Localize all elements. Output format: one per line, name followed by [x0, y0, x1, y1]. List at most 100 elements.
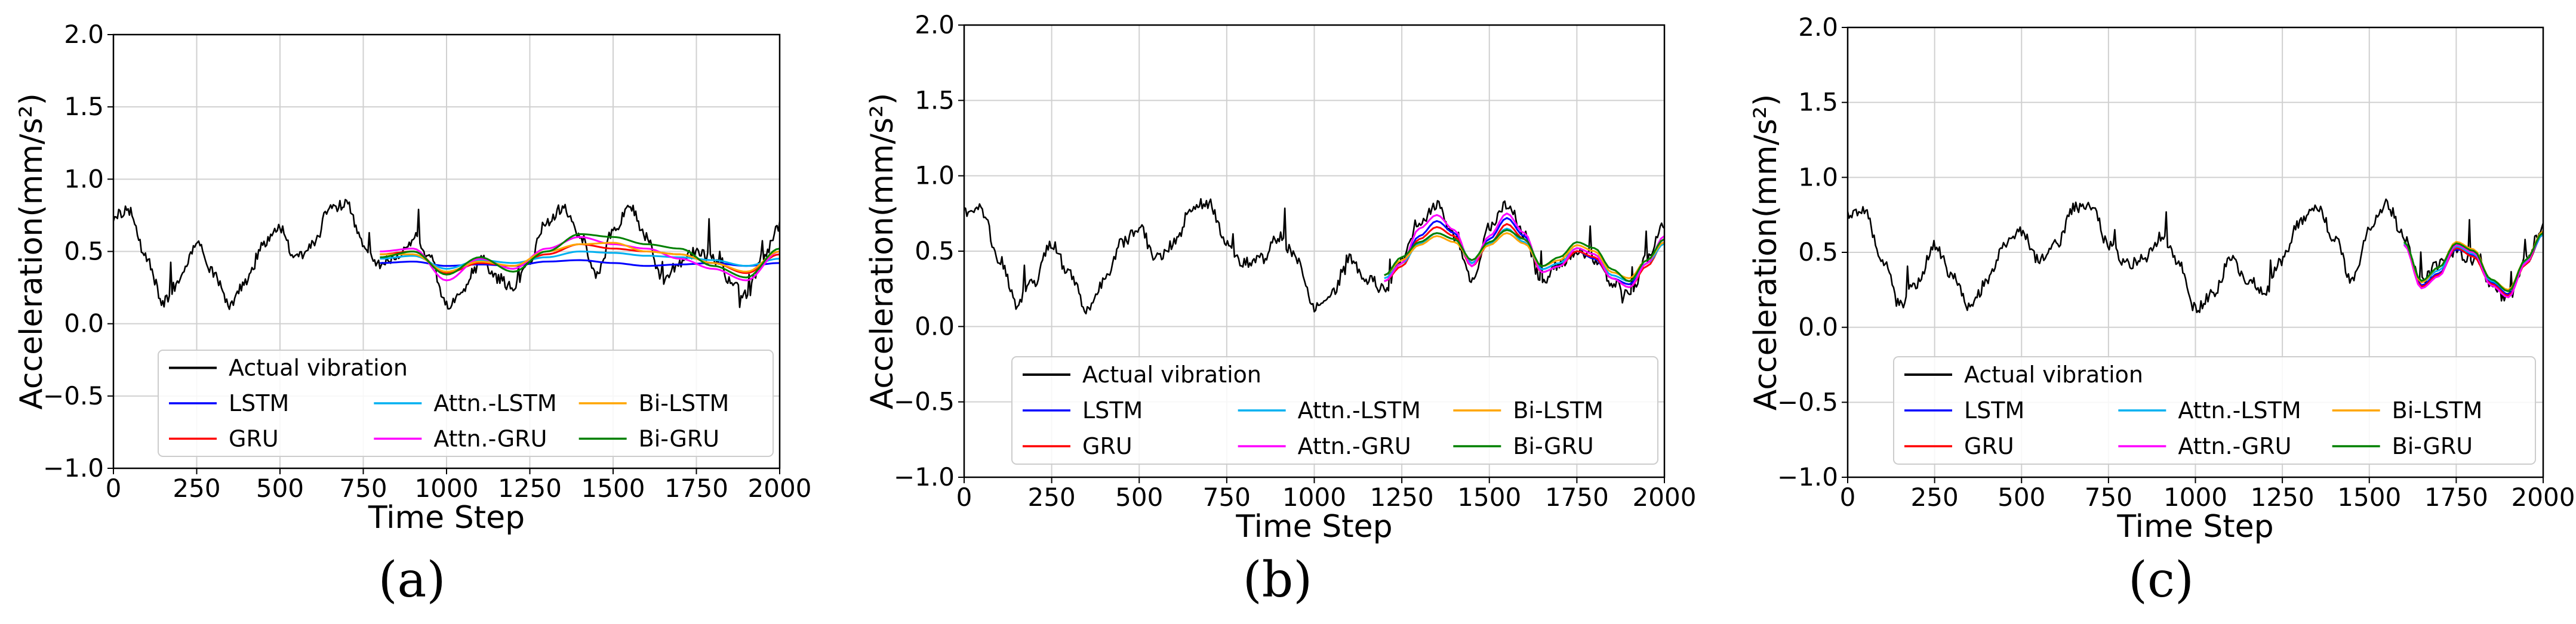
plot-area [1848, 198, 2543, 314]
x-tick-label: 0 [956, 483, 972, 512]
x-tick-label: 750 [339, 474, 387, 503]
x-tick-label: 1500 [581, 474, 645, 503]
legend-label-attn-gru: Attn.-GRU [2178, 433, 2291, 459]
y-tick-label: 1.5 [915, 85, 955, 115]
legend-label-attn-gru: Attn.-GRU [433, 425, 547, 452]
x-tick-label: 1250 [2251, 483, 2315, 512]
legend-label-gru: GRU [1964, 433, 2014, 459]
x-tick-label: 1000 [1282, 483, 1346, 512]
legend-label-lstm: LSTM [229, 390, 289, 416]
y-tick-label: 1.0 [64, 164, 104, 193]
panel-label: (c) [2128, 552, 2194, 608]
x-tick-label: 500 [1998, 483, 2045, 512]
x-tick-label: 1750 [664, 474, 728, 503]
legend-box [1011, 356, 1658, 465]
x-tick-label: 2000 [748, 474, 812, 503]
legend-label-actual-vibration: Actual vibration [1964, 362, 2143, 388]
y-tick-label: −0.5 [43, 381, 104, 410]
legend-label-bi-gru: Bi-GRU [639, 425, 719, 452]
series-line-bi-lstm [380, 242, 780, 273]
x-tick-label: 1000 [2163, 483, 2227, 512]
y-axis-label: Acceleration(mm/s²) [864, 93, 900, 409]
legend-label-bi-gru: Bi-GRU [2392, 433, 2473, 459]
y-axis-label: Acceleration(mm/s²) [1748, 94, 1784, 410]
series-line-actual-vibration [1848, 198, 2543, 314]
x-tick-label: 500 [256, 474, 304, 503]
x-tick-label: 500 [1115, 483, 1163, 512]
y-tick-label: 0.0 [1798, 313, 1838, 342]
x-tick-label: 1750 [2424, 483, 2488, 512]
legend-label-gru: GRU [229, 425, 279, 452]
x-tick-label: 750 [2085, 483, 2132, 512]
legend: Actual vibration LSTM GRU Attn.-LSTM Attn.-G… [1893, 356, 2536, 465]
legend-label-actual-vibration: Actual vibration [1082, 362, 1261, 388]
legend: Actual vibration LSTM GRU Attn.-LSTM Attn.-G… [158, 350, 774, 457]
y-tick-label: 0.5 [1798, 237, 1838, 267]
y-tick-label: 1.0 [1798, 162, 1838, 191]
legend-box [1893, 356, 2536, 465]
plot-frame [1846, 26, 2544, 478]
legend-label-gru: GRU [1082, 433, 1132, 459]
legend-box [158, 350, 774, 457]
y-tick-label: 1.5 [1798, 88, 1838, 117]
series-line-bi-lstm [1384, 232, 1664, 279]
legend-label-attn-gru: Attn.-GRU [1298, 433, 1411, 459]
x-axis-label: Time Step [2116, 509, 2273, 545]
y-tick-label: −1.0 [43, 453, 104, 483]
legend-label-lstm: LSTM [1964, 397, 2024, 424]
y-tick-label: −1.0 [894, 462, 955, 492]
y-tick-label: −0.5 [894, 387, 955, 416]
x-tick-label: 1250 [1370, 483, 1434, 512]
y-tick-label: −1.0 [1777, 462, 1838, 492]
series-line-attn-gru [2403, 230, 2543, 298]
legend-label-attn-lstm: Attn.-LSTM [433, 390, 556, 416]
x-tick-label: 2000 [1633, 483, 1697, 512]
plot-area [964, 197, 1664, 315]
chart-panel-b: 0 250 500 750 1000 1250 1500 1750 2000 2.0 1.5 1.0 0… [864, 10, 1696, 608]
legend-label-attn-lstm: Attn.-LSTM [2178, 397, 2301, 424]
y-tick-label: 2.0 [1798, 13, 1838, 42]
legend-label-attn-lstm: Attn.-LSTM [1298, 397, 1421, 424]
series-line-bi-gru [1384, 229, 1664, 282]
legend-label-actual-vibration: Actual vibration [229, 355, 408, 381]
y-tick-label: 2.0 [64, 20, 104, 49]
series-line-attn-gru [380, 236, 780, 282]
legend: Actual vibration LSTM GRU Attn.-LSTM Attn.-G… [1011, 356, 1658, 465]
y-tick-label: 2.0 [915, 10, 955, 39]
series-line-actual-vibration [964, 197, 1664, 315]
x-axis-label: Time Step [1235, 509, 1392, 545]
x-tick-label: 0 [1840, 483, 1856, 512]
series-line-actual-vibration [113, 199, 780, 310]
panel-label: (a) [378, 552, 446, 608]
plot-frame [112, 33, 781, 469]
y-tick-label: 0.0 [64, 309, 104, 338]
series-line-bi-gru [2403, 232, 2543, 292]
chart-panel-c: 0 250 500 750 1000 1250 1500 1750 2000 2.0 1.5 1.0 0… [1748, 13, 2575, 608]
legend-label-bi-lstm: Bi-LSTM [1513, 397, 1604, 424]
legend-label-bi-gru: Bi-GRU [1513, 433, 1593, 459]
series-line-attn-gru [1384, 212, 1664, 289]
plot-frame [963, 24, 1666, 478]
legend-label-bi-lstm: Bi-LSTM [2392, 397, 2483, 424]
legend-label-bi-lstm: Bi-LSTM [639, 390, 730, 416]
y-tick-label: 1.5 [64, 92, 104, 121]
y-axis-label: Acceleration(mm/s²) [14, 93, 50, 409]
x-tick-label: 1500 [2337, 483, 2401, 512]
legend-label-lstm: LSTM [1082, 397, 1143, 424]
plot-area [113, 199, 780, 310]
y-tick-label: 0.5 [915, 236, 955, 265]
x-tick-label: 250 [1911, 483, 1959, 512]
x-tick-label: 1250 [498, 474, 562, 503]
x-axis-label: Time Step [368, 500, 525, 536]
chart-panel-a: 0 250 500 750 1000 1250 1500 1750 2000 2.0 1.5 1.0 0… [14, 20, 811, 608]
series-line-attn-lstm [380, 251, 780, 270]
x-tick-label: 1000 [415, 474, 479, 503]
y-tick-label: 0.5 [64, 237, 104, 266]
y-tick-label: 0.0 [915, 311, 955, 341]
series-line-bi-gru [380, 233, 780, 279]
x-tick-label: 2000 [2512, 483, 2575, 512]
x-tick-label: 0 [106, 474, 122, 503]
y-tick-label: −0.5 [1777, 387, 1838, 416]
y-tick-label: 1.0 [915, 161, 955, 190]
